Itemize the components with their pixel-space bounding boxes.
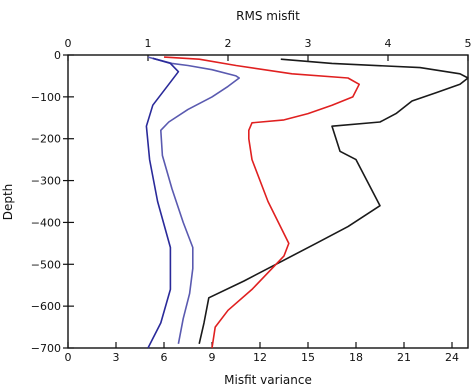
- y-tick-label-6: −600: [31, 300, 61, 313]
- bottom-axis-title: Misfit variance: [224, 373, 312, 386]
- top-tick-label-1: 1: [145, 37, 152, 50]
- series-line-1: [163, 56, 361, 349]
- y-tick-label-0: 0: [54, 49, 61, 62]
- top-tick-label-0: 0: [65, 37, 72, 50]
- bottom-tick-label-5: 15: [301, 351, 315, 364]
- y-tick-label-1: −100: [31, 91, 61, 104]
- bottom-tick-label-7: 21: [397, 351, 411, 364]
- plot-frame: [67, 54, 469, 349]
- series-line-0: [198, 58, 469, 344]
- bottom-tick-label-6: 18: [349, 351, 363, 364]
- series-lines: [145, 56, 469, 349]
- y-tick-label-7: −700: [31, 342, 61, 355]
- top-tick-label-5: 5: [465, 37, 472, 50]
- series-line-3: [145, 57, 180, 349]
- bottom-tick-label-1: 3: [113, 351, 120, 364]
- bottom-tick-label-4: 12: [253, 351, 267, 364]
- y-tick-label-5: −500: [31, 258, 61, 271]
- top-axis-title: RMS misfit: [236, 9, 300, 23]
- top-tick-label-2: 2: [225, 37, 232, 50]
- y-tick-label-2: −200: [31, 133, 61, 146]
- top-tick-label-4: 4: [385, 37, 392, 50]
- y-axis-title: Depth: [1, 184, 15, 221]
- series-line-2: [147, 56, 240, 344]
- bottom-tick-label-2: 6: [161, 351, 168, 364]
- y-tick-label-4: −400: [31, 216, 61, 229]
- y-tick-label-3: −300: [31, 175, 61, 188]
- bottom-tick-label-0: 0: [65, 351, 72, 364]
- bottom-tick-label-8: 24: [445, 351, 459, 364]
- bottom-tick-label-3: 9: [209, 351, 216, 364]
- axis-ticks: 0 3 6 9 12 15 18 21 240 1 2 3 4 50−100−200−300−400−50…: [31, 37, 472, 364]
- top-tick-label-3: 3: [305, 37, 312, 50]
